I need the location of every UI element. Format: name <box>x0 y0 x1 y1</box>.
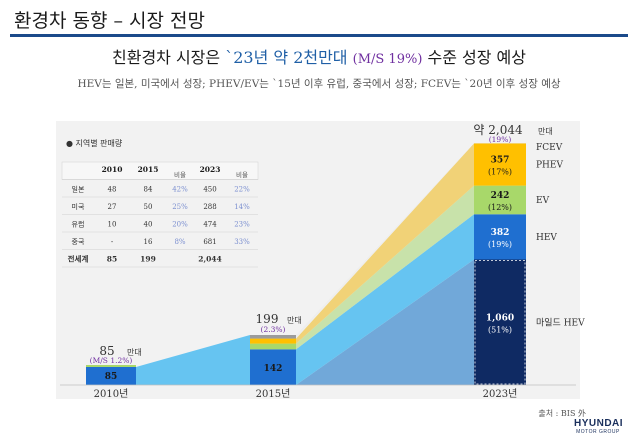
table-cell-3-4: 681 <box>203 238 216 246</box>
bar-label-2015: 142 <box>264 364 283 374</box>
table-cell-1-4: 288 <box>203 203 216 211</box>
headline-post: 수준 성장 예상 <box>422 48 526 67</box>
bar-label-2023-3: 357 <box>491 155 510 165</box>
series-label-1: HEV <box>536 233 557 243</box>
table-cell-4-4: 2,044 <box>198 255 222 264</box>
table-cell-3-1: - <box>111 238 114 246</box>
table-cell-3-3: 8% <box>174 238 185 246</box>
series-label-0: 마일드 HEV <box>536 317 585 328</box>
table-cell-1-2: 50 <box>144 203 153 211</box>
logo-subtext: MOTOR GROUP <box>576 429 620 435</box>
area-phev <box>296 143 474 344</box>
slide-title: 환경차 동향 – 시장 전망 <box>14 10 205 32</box>
table-cell-1-0: 미국 <box>72 202 85 211</box>
total-ms-2010: (M/S 1.2%) <box>90 356 133 365</box>
series-label-3: PHEV <box>536 160 563 170</box>
logo-text: HYUNDAI <box>574 418 624 429</box>
table-cell-2-3: 20% <box>172 221 188 229</box>
subheadline: HEV는 일본, 미국에서 성장; PHEV/EV는 `15년 이후 유럽, 중… <box>77 78 561 90</box>
table-cell-0-0: 일본 <box>72 185 85 194</box>
table-header-ratio-5: 비율 <box>236 170 248 179</box>
table-cell-0-1: 48 <box>108 186 117 194</box>
bar-2023-ev <box>474 185 526 215</box>
bar-pct-2023-1: (19%) <box>488 240 512 249</box>
bar-pct-2023-3: (17%) <box>488 167 512 176</box>
table-header-year-2: 2015 <box>138 165 159 174</box>
bar-2023-mild-hev <box>474 259 526 385</box>
bar-2010-hev <box>86 367 136 385</box>
headline-pre: 친환경차 시장은 <box>112 48 226 67</box>
bar-label-2010: 85 <box>105 372 118 382</box>
bar-2015-fcev <box>250 335 296 339</box>
area-ev <box>296 185 474 350</box>
total-unit-2010: 만대 <box>127 348 142 357</box>
table-cell-2-1: 10 <box>108 221 117 229</box>
hyundai-logo: HYUNDAI MOTOR GROUP <box>574 418 624 435</box>
table-cell-0-3: 42% <box>172 186 188 194</box>
table-header-year-1: 2010 <box>102 165 123 174</box>
table-cell-4-1: 85 <box>107 255 117 264</box>
bar-2015-phev <box>250 338 296 344</box>
table-cell-2-2: 40 <box>144 221 153 229</box>
headline: 친환경차 시장은 `23년 약 2천만대 (M/S 19%) 수준 성장 예상 <box>0 44 638 68</box>
series-label-4: FCEV <box>536 143 563 153</box>
table-caption: ● 지역별 판매량 <box>66 138 123 148</box>
bar-2015-hev <box>250 349 296 385</box>
table-cell-2-0: 유럽 <box>72 220 85 229</box>
total-ms-2023: (19%) <box>489 135 512 144</box>
total-unit-2023: 만대 <box>538 127 553 136</box>
bar-pct-2023-2: (12%) <box>488 203 512 212</box>
bar-label-2023-1: 382 <box>491 228 510 238</box>
total-unit-2015: 만대 <box>287 316 302 325</box>
table-cell-1-5: 14% <box>234 203 250 211</box>
bar-2023-hev <box>474 214 526 260</box>
series-label-2: EV <box>536 196 550 206</box>
headline-highlight: `23년 약 2천만대 <box>225 48 348 67</box>
total-2010: 85 <box>99 344 114 358</box>
table-header-ratio-3: 비율 <box>174 170 186 179</box>
table-cell-0-2: 84 <box>144 186 153 194</box>
bar-label-2023-0: 1,060 <box>486 313 514 323</box>
bar-2023-phev <box>474 143 526 186</box>
x-tick-1: 2015년 <box>256 388 291 400</box>
bar-2010-ev <box>86 365 136 367</box>
total-ms-2015: (2.3%) <box>261 325 286 334</box>
area-fcev <box>296 143 474 339</box>
table-cell-3-2: 16 <box>144 238 153 246</box>
total-2015: 199 <box>256 312 279 326</box>
table-cell-1-1: 27 <box>108 203 117 211</box>
x-tick-2: 2023년 <box>483 388 518 400</box>
bar-pct-2023-0: (51%) <box>488 325 512 334</box>
table-header-year-4: 2023 <box>200 165 221 174</box>
source-note: 출처 : BIS 外 <box>538 409 586 418</box>
table-cell-1-3: 25% <box>172 203 188 211</box>
table-cell-2-5: 23% <box>234 221 250 229</box>
headline-share: (M/S 19%) <box>352 52 423 67</box>
title-divider <box>10 34 628 37</box>
area-hev-2010-2015 <box>136 335 250 385</box>
x-tick-0: 2010년 <box>94 388 129 400</box>
bar-label-2023-2: 242 <box>491 191 510 201</box>
bar-2023-mild-hev-outline <box>474 260 526 385</box>
table-cell-2-4: 474 <box>203 221 217 229</box>
table-cell-4-2: 199 <box>140 255 156 264</box>
table-cell-3-0: 중국 <box>72 238 85 246</box>
table-header-bg <box>61 161 259 180</box>
table-cell-4-0: 전세계 <box>68 254 89 264</box>
bar-2015-ev <box>250 343 296 350</box>
area-hev <box>296 214 474 385</box>
table-cell-3-5: 33% <box>234 238 250 246</box>
table-cell-0-4: 450 <box>203 186 216 194</box>
table-cell-0-5: 22% <box>234 186 250 194</box>
total-2023: 약 2,044 <box>473 122 523 137</box>
